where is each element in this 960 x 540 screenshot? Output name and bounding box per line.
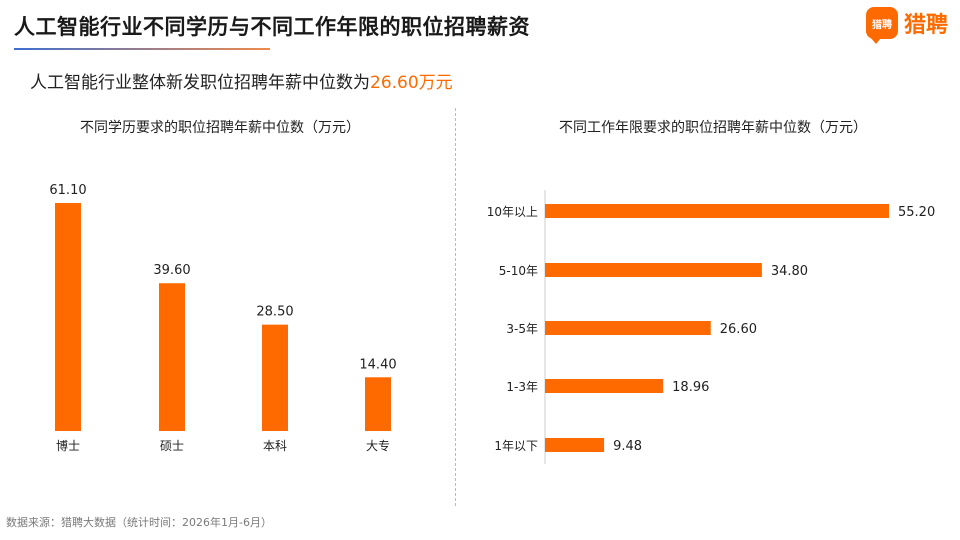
bar-3-5年 <box>545 321 711 335</box>
category-label: 硕士 <box>160 439 184 453</box>
category-label: 博士 <box>56 438 80 453</box>
subtitle-value: 26.60万元 <box>370 73 453 93</box>
panel-divider <box>455 108 456 506</box>
data-label: 9.48 <box>613 439 642 454</box>
category-label: 大专 <box>366 438 390 453</box>
education-chart-title: 不同学历要求的职位招聘年薪中位数（万元） <box>80 120 360 136</box>
bar-1-3年 <box>545 379 664 393</box>
category-label: 1-3年 <box>506 380 538 394</box>
subtitle: 人工智能行业整体新发职位招聘年薪中位数为26.60万元 <box>30 68 453 93</box>
data-label: 18.96 <box>672 380 709 395</box>
bar-硕士 <box>159 283 185 431</box>
title-underline <box>14 48 270 50</box>
data-label: 39.60 <box>153 263 190 278</box>
bar-博士 <box>55 203 81 431</box>
category-label: 10年以上 <box>487 205 538 219</box>
bar-本科 <box>262 324 288 431</box>
data-source-footer: 数据来源：猎聘大数据（统计时间：2026年1月-6月） <box>6 516 272 529</box>
data-label: 61.10 <box>49 183 86 198</box>
category-label: 本科 <box>263 439 287 453</box>
data-label: 26.60 <box>720 322 757 337</box>
bar-1年以下 <box>545 438 605 452</box>
category-label: 1年以下 <box>494 439 538 453</box>
category-label: 5-10年 <box>499 264 538 278</box>
brand-logo: 猎聘 猎聘 <box>865 7 948 44</box>
bar-大专 <box>365 377 391 431</box>
logo-badge-icon: 猎聘 <box>865 7 898 44</box>
subtitle-prefix: 人工智能行业整体新发职位招聘年薪中位数为 <box>30 73 370 93</box>
page-title: 人工智能行业不同学历与不同工作年限的职位招聘薪资 <box>14 15 530 39</box>
category-label: 3-5年 <box>506 322 538 336</box>
bar-5-10年 <box>545 263 762 277</box>
data-label: 28.50 <box>256 305 293 320</box>
bar-10年以上 <box>545 204 889 218</box>
experience-chart-title: 不同工作年限要求的职位招聘年薪中位数（万元） <box>559 120 867 136</box>
data-label: 14.40 <box>359 357 396 372</box>
logo-text: 猎聘 <box>903 13 948 38</box>
data-label: 55.20 <box>898 205 935 220</box>
data-label: 34.80 <box>771 264 808 279</box>
